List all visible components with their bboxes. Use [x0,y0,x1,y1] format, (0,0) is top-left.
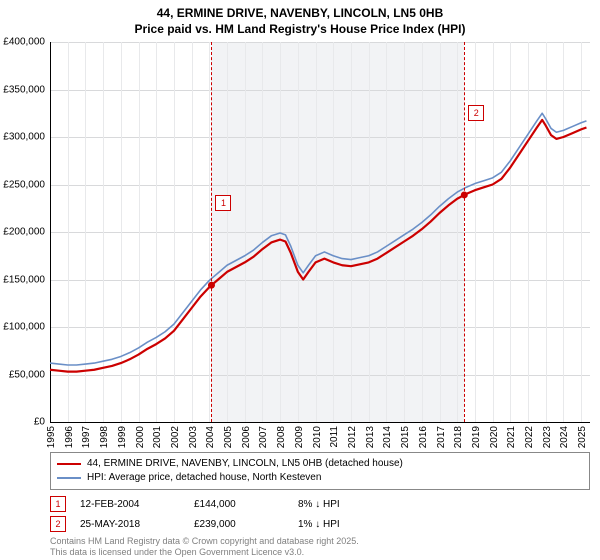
x-tick-label: 2016 [418,426,429,448]
x-tick-label: 2019 [471,426,482,448]
y-tick-label: £300,000 [0,132,45,143]
y-tick-label: £400,000 [0,37,45,48]
x-tick-label: 1998 [99,426,110,448]
x-tick-label: 2011 [329,426,340,448]
x-tick-label: 2004 [205,426,216,448]
title-line1: 44, ERMINE DRIVE, NAVENBY, LINCOLN, LN5 … [157,6,444,20]
transaction-date: 12-FEB-2004 [80,499,180,510]
legend-row: 44, ERMINE DRIVE, NAVENBY, LINCOLN, LN5 … [57,457,583,471]
series-legend: 44, ERMINE DRIVE, NAVENBY, LINCOLN, LN5 … [50,452,590,490]
legend-label: HPI: Average price, detached house, Nort… [87,471,321,485]
legend-and-footer: 44, ERMINE DRIVE, NAVENBY, LINCOLN, LN5 … [50,452,590,534]
series-hpi [50,113,586,365]
y-tick-label: £50,000 [0,369,45,380]
transaction-delta: 8% ↓ HPI [298,499,398,510]
x-tick-label: 2023 [542,426,553,448]
x-tick-label: 2020 [489,426,500,448]
x-tick-label: 2003 [188,426,199,448]
series-property [50,120,586,372]
legend-row: HPI: Average price, detached house, Nort… [57,471,583,485]
x-tick-label: 2006 [241,426,252,448]
x-tick-label: 2001 [152,426,163,448]
title-line2: Price paid vs. HM Land Registry's House … [135,22,466,36]
x-tick-label: 2022 [524,426,535,448]
legend-label: 44, ERMINE DRIVE, NAVENBY, LINCOLN, LN5 … [87,457,403,471]
transaction-date: 25-MAY-2018 [80,519,180,530]
x-tick-label: 2021 [506,426,517,448]
chart-area: £0£50,000£100,000£150,000£200,000£250,00… [50,42,590,422]
x-tick-label: 1995 [46,426,57,448]
x-tick-label: 2012 [347,426,358,448]
x-tick-label: 2017 [436,426,447,448]
plot-surface: £0£50,000£100,000£150,000£200,000£250,00… [50,42,590,422]
x-tick-label: 2014 [382,426,393,448]
transactions-table: 1 12-FEB-2004 £144,000 8% ↓ HPI 2 25-MAY-2018… [50,494,590,534]
attribution-line2: This data is licensed under the Open Gov… [50,547,304,557]
transaction-marker-1: 1 [215,195,231,211]
attribution-line1: Contains HM Land Registry data © Crown c… [50,536,359,546]
y-tick-label: £100,000 [0,322,45,333]
transaction-row-marker: 1 [50,496,66,512]
x-tick-label: 1999 [117,426,128,448]
x-tick-label: 1996 [64,426,75,448]
y-tick-label: £150,000 [0,274,45,285]
attribution: Contains HM Land Registry data © Crown c… [50,536,359,558]
transaction-price: £239,000 [194,519,284,530]
series-svg [50,42,590,422]
transaction-row: 1 12-FEB-2004 £144,000 8% ↓ HPI [50,494,590,514]
x-tick-label: 2018 [453,426,464,448]
x-tick-label: 2009 [294,426,305,448]
legend-swatch [57,463,81,465]
x-tick-label: 2008 [276,426,287,448]
transaction-dashed-2 [464,42,465,422]
x-tick-label: 2007 [258,426,269,448]
x-tick-label: 2000 [135,426,146,448]
x-tick-label: 2002 [170,426,181,448]
y-tick-label: £0 [0,417,45,428]
x-tick-label: 2025 [577,426,588,448]
transaction-marker-2: 2 [468,105,484,121]
transaction-price: £144,000 [194,499,284,510]
y-tick-label: £350,000 [0,84,45,95]
x-tick-label: 2013 [365,426,376,448]
transaction-dashed-1 [211,42,212,422]
y-tick-label: £250,000 [0,179,45,190]
transaction-delta: 1% ↓ HPI [298,519,398,530]
x-tick-label: 2005 [223,426,234,448]
x-tick-label: 2024 [559,426,570,448]
transaction-row: 2 25-MAY-2018 £239,000 1% ↓ HPI [50,514,590,534]
x-tick-label: 2015 [400,426,411,448]
y-tick-label: £200,000 [0,227,45,238]
x-tick-label: 2010 [312,426,323,448]
x-tick-label: 1997 [81,426,92,448]
x-axis [50,422,590,423]
legend-swatch [57,477,81,479]
chart-title: 44, ERMINE DRIVE, NAVENBY, LINCOLN, LN5 … [0,0,600,37]
transaction-row-marker: 2 [50,516,66,532]
